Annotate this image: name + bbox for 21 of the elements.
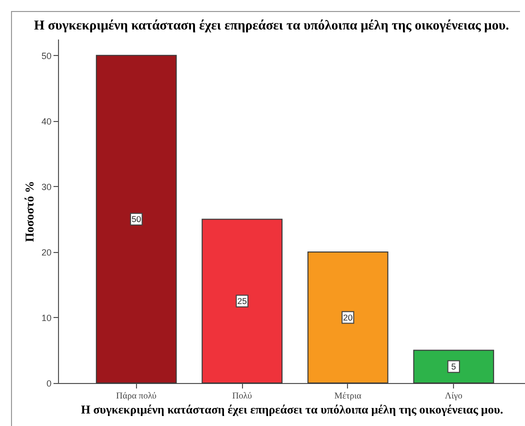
x-tick-label: Πάρα πολύ — [116, 390, 158, 400]
bar — [307, 251, 388, 384]
x-axis-title: Η συγκεκριμένη κατάσταση έχει επηρεάσει τα υπόλοιπα μέλη της οικογένειας μου. — [80, 402, 504, 416]
y-tick-label: 10 — [41, 312, 52, 323]
x-tick-label: Πολύ — [232, 390, 252, 400]
y-tick-label: 30 — [41, 182, 52, 192]
y-tick-label: 0 — [46, 378, 52, 388]
data-label: 5 — [451, 362, 456, 372]
data-label: 25 — [237, 296, 248, 306]
y-axis-title: Ποσοστό % — [22, 181, 36, 242]
y-tick-label: 20 — [41, 247, 52, 258]
data-label: 20 — [343, 312, 353, 322]
x-tick-label: Μέτρια — [334, 390, 362, 400]
bar — [96, 54, 177, 384]
data-label: 50 — [132, 214, 142, 224]
y-tick-label: 40 — [41, 116, 52, 126]
chart-title: Η συγκεκριμένη κατάσταση έχει επηρεάσει τα υπόλοιπα μέλη της οικογένειας μου. — [34, 18, 509, 32]
x-tick-label: Λίγο — [444, 390, 463, 400]
bar — [413, 350, 494, 384]
y-tick-label: 50 — [41, 50, 52, 61]
bar — [202, 218, 283, 384]
